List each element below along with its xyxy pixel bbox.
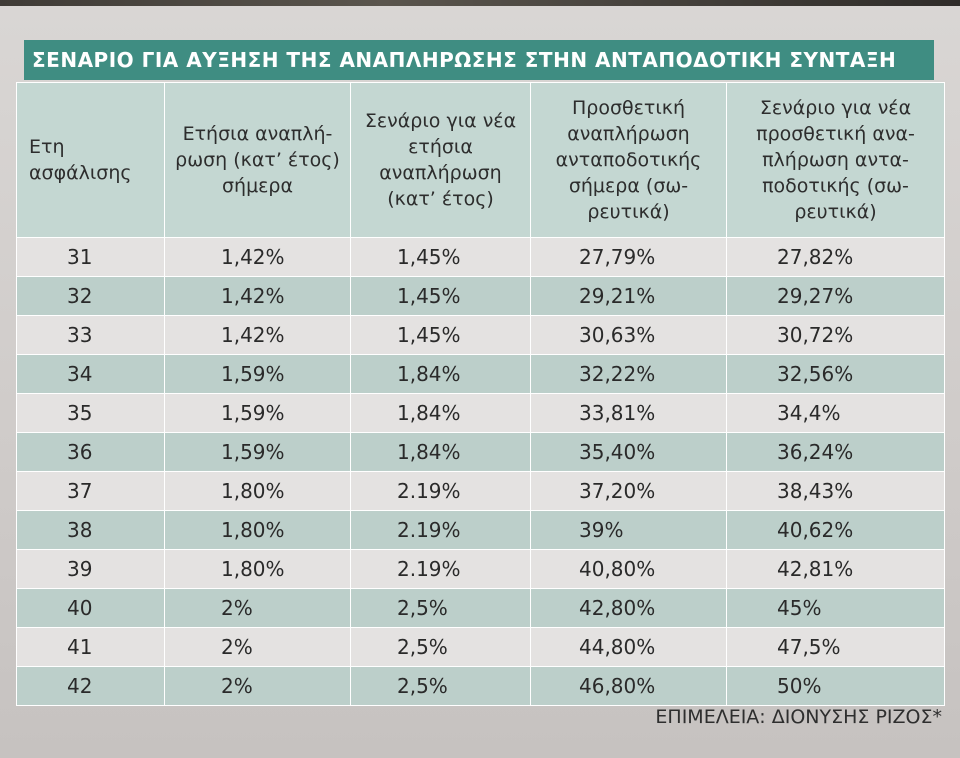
cell-annual-scenario: 2,5% (350, 588, 531, 628)
cell-years: 40 (16, 588, 165, 628)
cell-cumulative-current: 42,80% (530, 588, 727, 628)
editor-credit: ΕΠΙΜΕΛΕΙΑ: ΔΙΟΝΥΣΗΣ ΡΙΖΟΣ* (655, 706, 942, 728)
cell-cumulative-scenario: 50% (726, 666, 945, 706)
table-row: 36 1,59% 1,84% 35,40% 36,24% (16, 432, 945, 472)
table-row: 42 2% 2,5% 46,80% 50% (16, 666, 945, 706)
cell-cumulative-current: 37,20% (530, 471, 727, 511)
cell-annual-current: 1,59% (164, 354, 351, 394)
table-row: 39 1,80% 2.19% 40,80% 42,81% (16, 549, 945, 589)
cell-years: 39 (16, 549, 165, 589)
photo-top-edge (0, 0, 960, 6)
cell-cumulative-scenario: 34,4% (726, 393, 945, 433)
cell-annual-scenario: 1,45% (350, 237, 531, 277)
cell-cumulative-scenario: 32,56% (726, 354, 945, 394)
table-row: 34 1,59% 1,84% 32,22% 32,56% (16, 354, 945, 394)
header-annual-scenario: Σενάριο για νέα ετήσια αναπλήρωση (κατ’ … (350, 82, 531, 238)
cell-annual-current: 1,80% (164, 510, 351, 550)
table-row: 33 1,42% 1,45% 30,63% 30,72% (16, 315, 945, 355)
cell-cumulative-scenario: 27,82% (726, 237, 945, 277)
cell-cumulative-current: 35,40% (530, 432, 727, 472)
header-cumulative-current: Προσθετική αναπλήρωση ανταποδοτικής σήμε… (530, 82, 727, 238)
cell-cumulative-scenario: 38,43% (726, 471, 945, 511)
cell-annual-current: 2% (164, 666, 351, 706)
cell-annual-scenario: 2,5% (350, 666, 531, 706)
cell-cumulative-scenario: 45% (726, 588, 945, 628)
cell-annual-current: 1,59% (164, 432, 351, 472)
cell-annual-current: 1,42% (164, 276, 351, 316)
cell-years: 31 (16, 237, 165, 277)
cell-years: 38 (16, 510, 165, 550)
cell-annual-scenario: 2.19% (350, 549, 531, 589)
cell-years: 36 (16, 432, 165, 472)
cell-annual-scenario: 1,84% (350, 393, 531, 433)
cell-annual-scenario: 1,45% (350, 315, 531, 355)
table-row: 35 1,59% 1,84% 33,81% 34,4% (16, 393, 945, 433)
cell-annual-current: 2% (164, 627, 351, 667)
cell-cumulative-scenario: 40,62% (726, 510, 945, 550)
header-row: Ετη ασφάλισης Ετήσια αναπλή-ρωση (κατ’ έ… (16, 82, 945, 238)
table-row: 37 1,80% 2.19% 37,20% 38,43% (16, 471, 945, 511)
pension-table: Ετη ασφάλισης Ετήσια αναπλή-ρωση (κατ’ έ… (16, 82, 945, 706)
cell-years: 33 (16, 315, 165, 355)
cell-years: 35 (16, 393, 165, 433)
table-row: 40 2% 2,5% 42,80% 45% (16, 588, 945, 628)
cell-annual-scenario: 2.19% (350, 471, 531, 511)
cell-cumulative-scenario: 47,5% (726, 627, 945, 667)
cell-cumulative-current: 46,80% (530, 666, 727, 706)
cell-cumulative-scenario: 30,72% (726, 315, 945, 355)
cell-annual-scenario: 1,84% (350, 354, 531, 394)
header-annual-current: Ετήσια αναπλή-ρωση (κατ’ έτος) σήμερα (164, 82, 351, 238)
cell-annual-current: 1,80% (164, 471, 351, 511)
table-title: ΣΕΝΑΡΙΟ ΓΙΑ ΑΥΞΗΣΗ ΤΗΣ ΑΝΑΠΛΗΡΩΣΗΣ ΣΤΗΝ … (24, 40, 934, 80)
cell-years: 37 (16, 471, 165, 511)
table-row: 32 1,42% 1,45% 29,21% 29,27% (16, 276, 945, 316)
cell-annual-scenario: 2.19% (350, 510, 531, 550)
cell-annual-current: 1,59% (164, 393, 351, 433)
cell-cumulative-current: 33,81% (530, 393, 727, 433)
cell-annual-scenario: 2,5% (350, 627, 531, 667)
cell-years: 41 (16, 627, 165, 667)
cell-annual-scenario: 1,45% (350, 276, 531, 316)
cell-cumulative-current: 29,21% (530, 276, 727, 316)
cell-cumulative-current: 39% (530, 510, 727, 550)
table-row: 31 1,42% 1,45% 27,79% 27,82% (16, 237, 945, 277)
cell-years: 32 (16, 276, 165, 316)
cell-cumulative-current: 27,79% (530, 237, 727, 277)
cell-cumulative-current: 40,80% (530, 549, 727, 589)
cell-cumulative-current: 44,80% (530, 627, 727, 667)
cell-annual-current: 1,42% (164, 315, 351, 355)
table-row: 38 1,80% 2.19% 39% 40,62% (16, 510, 945, 550)
cell-years: 42 (16, 666, 165, 706)
cell-annual-current: 2% (164, 588, 351, 628)
cell-cumulative-current: 32,22% (530, 354, 727, 394)
header-years: Ετη ασφάλισης (16, 82, 165, 238)
cell-annual-scenario: 1,84% (350, 432, 531, 472)
cell-cumulative-scenario: 29,27% (726, 276, 945, 316)
cell-annual-current: 1,80% (164, 549, 351, 589)
header-cumulative-scenario: Σενάριο για νέα προσθετική ανα-πλήρωση α… (726, 82, 945, 238)
table-row: 41 2% 2,5% 44,80% 47,5% (16, 627, 945, 667)
cell-cumulative-scenario: 36,24% (726, 432, 945, 472)
cell-cumulative-scenario: 42,81% (726, 549, 945, 589)
cell-annual-current: 1,42% (164, 237, 351, 277)
cell-cumulative-current: 30,63% (530, 315, 727, 355)
cell-years: 34 (16, 354, 165, 394)
